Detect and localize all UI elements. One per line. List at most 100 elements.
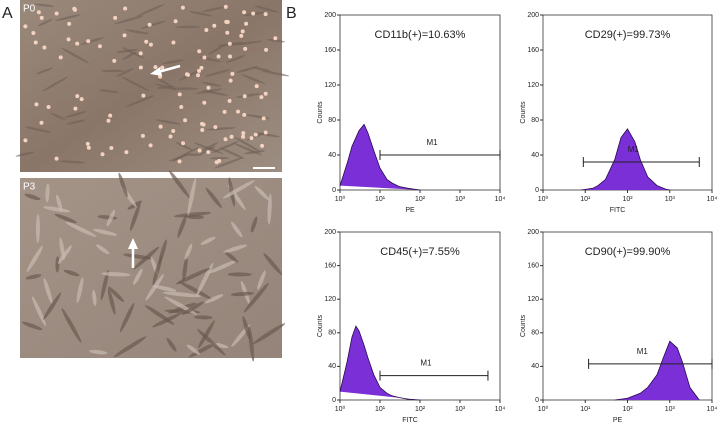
y-axis-label: Counts: [520, 101, 527, 124]
x-tick-label: 10⁴: [495, 196, 506, 203]
cell: [186, 344, 200, 355]
cell: [202, 82, 222, 87]
round-cell: [242, 112, 247, 117]
x-axis-label: FITC: [402, 417, 418, 424]
cell: [222, 180, 256, 199]
cell: [140, 20, 166, 29]
round-cell: [229, 134, 234, 139]
round-cell: [54, 156, 59, 161]
round-cell: [222, 109, 227, 114]
cell: [114, 15, 144, 25]
x-tick-label: 10²: [415, 406, 426, 413]
cell: [243, 282, 269, 313]
cell: [89, 349, 108, 355]
round-cell: [202, 55, 207, 60]
round-cell: [243, 46, 248, 51]
cell: [65, 221, 97, 237]
cell: [220, 147, 245, 160]
x-tick-label: 10²: [622, 406, 633, 413]
cell: [26, 245, 44, 272]
cell: [211, 141, 239, 154]
round-cell: [227, 98, 232, 103]
round-cell: [273, 36, 278, 41]
round-cell: [148, 42, 153, 47]
cell: [168, 170, 190, 198]
round-cell: [253, 132, 258, 137]
y-tick-label: 200: [324, 229, 336, 236]
panel-label: A: [2, 5, 13, 22]
cell: [202, 90, 229, 96]
x-axis-label: PE: [613, 417, 623, 424]
round-cell: [254, 84, 259, 89]
gate: [379, 150, 501, 160]
x-tick-label: 10³: [455, 406, 466, 413]
cell: [230, 291, 255, 297]
plot-title: CD29(+)=99.73%: [585, 29, 671, 41]
round-cell: [223, 137, 228, 142]
cell: [96, 244, 110, 255]
cell: [166, 337, 177, 352]
cell: [175, 142, 194, 151]
x-tick-label: 10¹: [580, 406, 591, 413]
cell: [242, 316, 251, 340]
round-cell: [199, 65, 204, 70]
cell: [66, 119, 86, 125]
cell: [24, 126, 52, 133]
cell: [186, 215, 204, 220]
round-cell: [73, 106, 78, 111]
cell: [41, 76, 69, 92]
round-cell: [153, 65, 158, 70]
round-cell: [236, 109, 241, 114]
round-cell: [39, 15, 44, 20]
round-cell: [181, 141, 186, 146]
round-cell: [39, 120, 44, 125]
cell: [118, 172, 128, 198]
cell: [125, 95, 155, 107]
round-cell: [147, 22, 152, 27]
round-cell: [240, 29, 245, 34]
round-cell: [33, 40, 38, 45]
x-tick-label: 10⁴: [707, 406, 718, 413]
y-tick-label: 160: [527, 47, 539, 54]
cell: [80, 37, 105, 46]
cell: [196, 262, 214, 297]
cell: [173, 211, 211, 218]
cell: [202, 6, 227, 13]
y-tick-label: 0: [535, 397, 539, 404]
round-cell: [249, 136, 254, 141]
cell: [181, 301, 204, 315]
histogram: [614, 340, 700, 401]
y-tick-label: 80: [531, 117, 539, 124]
cell: [182, 255, 188, 282]
cell: [214, 157, 243, 169]
cell: [55, 194, 63, 212]
cell: [209, 157, 229, 160]
round-cell: [213, 125, 218, 130]
arrow: [128, 64, 181, 268]
round-cell: [177, 92, 182, 97]
y-tick-label: 120: [324, 82, 336, 89]
round-cell: [75, 41, 80, 46]
x-tick-label: 10⁰: [538, 405, 549, 413]
x-tick-label: 10²: [622, 196, 633, 203]
round-cell: [75, 94, 80, 99]
cell: [204, 69, 232, 77]
round-cell: [113, 15, 118, 20]
cell: [100, 269, 109, 301]
cell: [152, 255, 163, 286]
cell: [101, 272, 131, 277]
cell: [129, 202, 141, 232]
x-tick-label: 10³: [665, 196, 676, 203]
y-tick-label: 80: [328, 117, 336, 124]
cell: [200, 236, 216, 245]
cell: [232, 40, 263, 46]
round-cell: [263, 91, 268, 96]
cell: [241, 74, 266, 85]
cell: [25, 274, 42, 280]
cell: [224, 251, 239, 263]
cell: [194, 315, 213, 320]
gate: [582, 157, 700, 167]
cell: [155, 83, 178, 91]
round-cell: [196, 73, 201, 78]
cell: [187, 177, 197, 216]
